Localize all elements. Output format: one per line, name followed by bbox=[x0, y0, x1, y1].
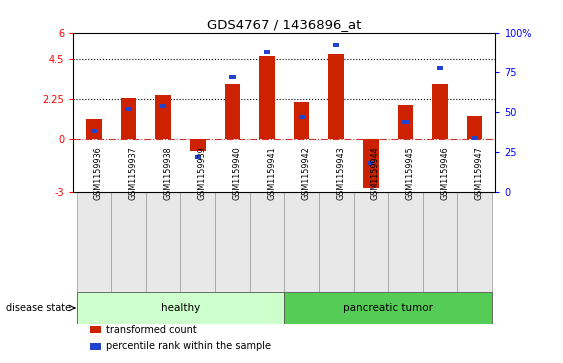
Bar bbox=[190, 139, 205, 151]
Bar bbox=[423, 192, 457, 292]
Title: GDS4767 / 1436896_at: GDS4767 / 1436896_at bbox=[207, 19, 361, 32]
Bar bbox=[333, 44, 339, 47]
Text: GSM1159943: GSM1159943 bbox=[336, 146, 345, 200]
Text: GSM1159945: GSM1159945 bbox=[405, 146, 414, 200]
Text: GSM1159940: GSM1159940 bbox=[233, 146, 242, 200]
Bar bbox=[457, 192, 492, 292]
Bar bbox=[437, 66, 443, 70]
Bar bbox=[77, 192, 111, 292]
Bar bbox=[403, 120, 409, 124]
Text: transformed count: transformed count bbox=[106, 325, 196, 335]
Bar bbox=[111, 192, 146, 292]
Bar bbox=[155, 95, 171, 139]
Bar bbox=[91, 130, 97, 133]
Bar bbox=[250, 192, 284, 292]
Bar bbox=[225, 84, 240, 139]
Text: GSM1159942: GSM1159942 bbox=[302, 146, 311, 200]
Bar bbox=[388, 192, 423, 292]
Bar bbox=[397, 105, 413, 139]
Bar bbox=[284, 192, 319, 292]
Bar bbox=[86, 119, 102, 139]
Text: disease state: disease state bbox=[6, 303, 72, 313]
Text: GSM1159936: GSM1159936 bbox=[94, 146, 103, 200]
Bar bbox=[264, 50, 270, 54]
Bar bbox=[284, 292, 492, 324]
Bar bbox=[294, 102, 310, 139]
Bar bbox=[195, 155, 201, 159]
Bar bbox=[121, 98, 136, 139]
Bar bbox=[146, 192, 181, 292]
Bar bbox=[90, 343, 101, 350]
Text: pancreatic tumor: pancreatic tumor bbox=[343, 303, 433, 313]
Text: healthy: healthy bbox=[161, 303, 200, 313]
Bar bbox=[181, 192, 215, 292]
Text: GSM1159944: GSM1159944 bbox=[371, 146, 380, 200]
Bar bbox=[467, 116, 482, 139]
Bar bbox=[472, 136, 478, 140]
Bar bbox=[319, 192, 354, 292]
Bar bbox=[259, 56, 275, 139]
Bar bbox=[229, 75, 235, 79]
Bar bbox=[432, 84, 448, 139]
Bar bbox=[354, 192, 388, 292]
Bar bbox=[160, 104, 166, 108]
Bar bbox=[328, 54, 344, 139]
Text: GSM1159941: GSM1159941 bbox=[267, 146, 276, 200]
Bar bbox=[368, 161, 374, 165]
Text: GSM1159937: GSM1159937 bbox=[128, 146, 137, 200]
Text: GSM1159946: GSM1159946 bbox=[440, 146, 449, 200]
Text: percentile rank within the sample: percentile rank within the sample bbox=[106, 341, 271, 351]
Bar bbox=[363, 139, 379, 188]
Bar bbox=[215, 192, 250, 292]
Text: GSM1159939: GSM1159939 bbox=[198, 146, 207, 200]
Bar bbox=[298, 115, 305, 119]
Bar bbox=[126, 107, 132, 111]
Text: GSM1159947: GSM1159947 bbox=[475, 146, 484, 200]
Bar bbox=[90, 326, 101, 333]
Bar bbox=[77, 292, 284, 324]
Text: GSM1159938: GSM1159938 bbox=[163, 146, 172, 200]
